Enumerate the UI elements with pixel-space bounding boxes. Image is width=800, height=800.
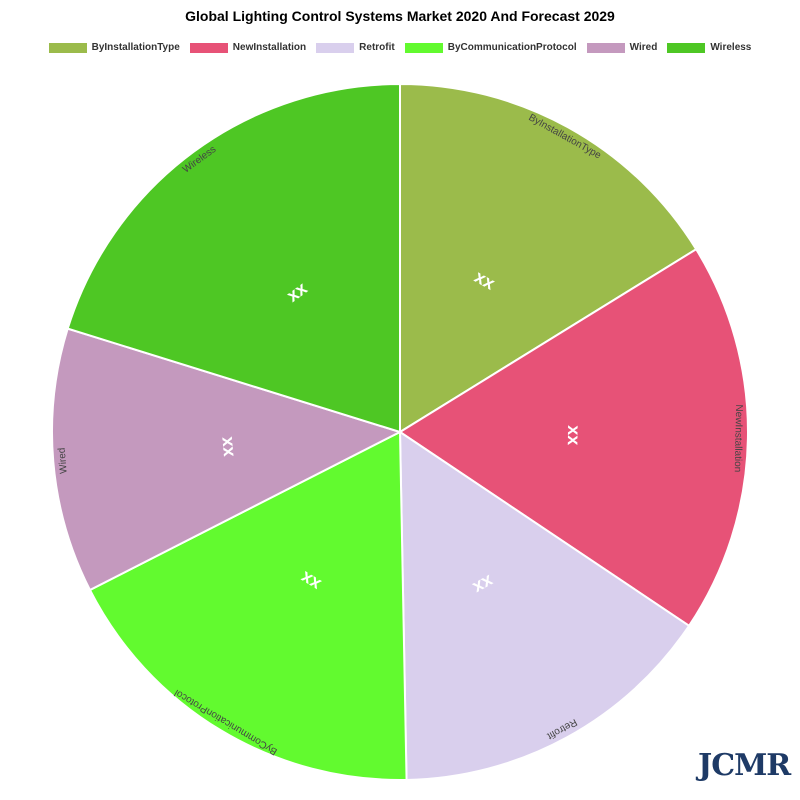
pie-slice[interactable] — [88, 430, 408, 781]
legend-item[interactable]: Wired — [586, 42, 658, 53]
legend-label: ByInstallationType — [91, 42, 180, 53]
legend-item[interactable]: Wireless — [667, 42, 751, 53]
slice-value-label: xx — [216, 436, 238, 458]
legend-label: NewInstallation — [232, 42, 307, 53]
pie-slice[interactable] — [398, 430, 691, 781]
legend-swatch — [667, 42, 706, 53]
legend: ByInstallationType NewInstallation Retro… — [0, 42, 800, 53]
chart-title: Global Lighting Control Systems Market 2… — [185, 8, 615, 24]
legend-swatch — [48, 42, 87, 53]
legend-swatch — [404, 42, 443, 53]
legend-swatch — [189, 42, 228, 53]
legend-label: Wireless — [710, 42, 752, 53]
legend-swatch — [586, 42, 625, 53]
pie-slice[interactable] — [398, 247, 749, 628]
jcmr-logo: JCMR — [698, 748, 791, 783]
legend-item[interactable]: ByCommunicationProtocol — [404, 42, 577, 53]
legend-item[interactable]: ByInstallationType — [48, 42, 180, 53]
legend-item[interactable]: Retrofit — [316, 42, 395, 53]
legend-label: Wired — [629, 42, 658, 53]
pie-slice[interactable] — [51, 327, 403, 592]
pie-slice[interactable] — [66, 82, 401, 434]
slice-category-label: Wired — [57, 447, 70, 474]
slice-category-label: NewInstallation — [732, 404, 744, 472]
legend-swatch — [316, 42, 355, 53]
legend-item[interactable]: NewInstallation — [189, 42, 307, 53]
pie-slice[interactable] — [399, 82, 698, 434]
legend-label: Retrofit — [359, 42, 395, 53]
slice-value-label: xx — [564, 425, 584, 445]
legend-label: ByCommunicationProtocol — [447, 42, 577, 53]
